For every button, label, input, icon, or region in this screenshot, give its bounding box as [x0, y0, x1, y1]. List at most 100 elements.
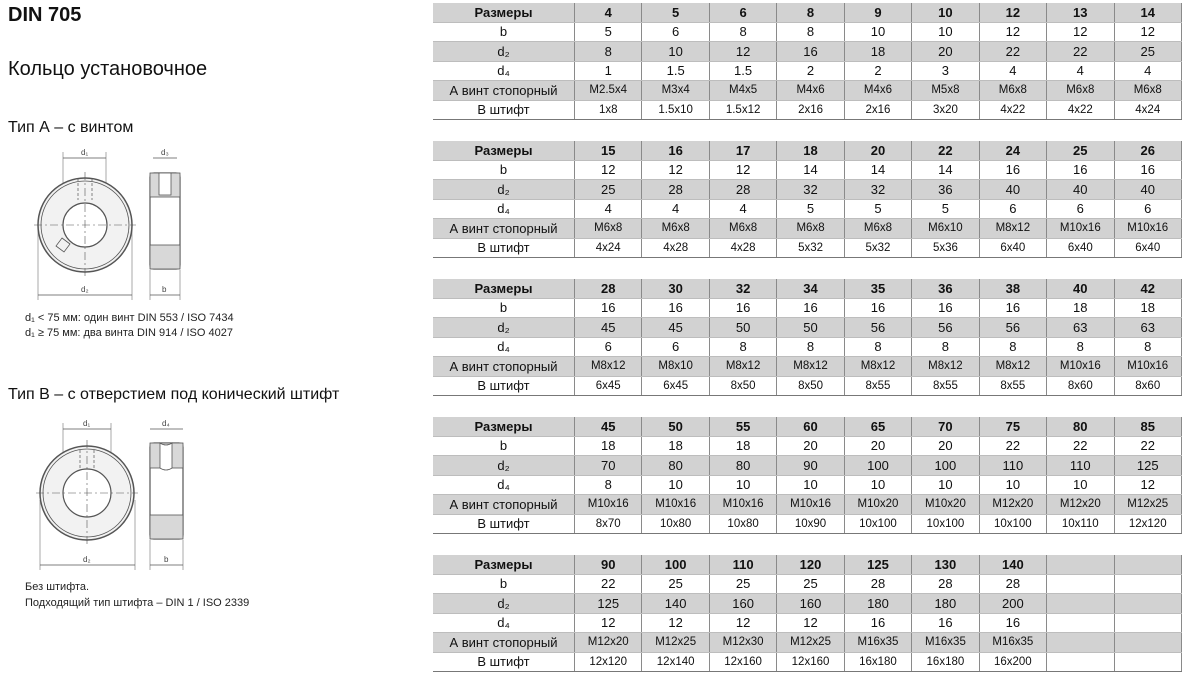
table-cell: 4x28	[709, 238, 778, 258]
table-cell: 1.5x12	[709, 100, 778, 120]
table-row-b: b 22 25 25 25 28 28 28	[433, 574, 1182, 594]
table-cell: 12	[641, 613, 710, 633]
table-cell: 6	[979, 199, 1048, 219]
table-cell: M12x20	[574, 632, 643, 653]
row-label: А винт стопорный	[433, 356, 575, 377]
table-cell: 32	[844, 179, 913, 200]
table-cell: 10	[641, 41, 710, 62]
table-cell: 16	[641, 298, 710, 318]
table-cell: 50	[709, 317, 778, 338]
table-cell: 22	[911, 141, 980, 161]
table-cell: 40	[1046, 179, 1115, 200]
label-d2: d₂	[81, 285, 89, 294]
table-cell: 25	[709, 574, 778, 594]
table-cell: 10	[776, 475, 845, 495]
table-row-b: b 12 12 12 14 14 14 16 16 16	[433, 160, 1182, 180]
table-cell: 6	[1114, 199, 1182, 219]
table-cell: 110	[979, 455, 1048, 476]
table-cell: 26	[1114, 141, 1182, 161]
table-cell: M6x10	[911, 218, 980, 239]
table-cell	[1114, 593, 1182, 614]
table-cell: 45	[641, 317, 710, 338]
table-row-pin: В штифт 6x45 6x45 8x50 8x50 8x55 8x55 8x55 8x60 8…	[433, 376, 1182, 396]
label-d2: d₂	[83, 555, 91, 564]
table-cell: 25	[1046, 141, 1115, 161]
table-cell: M8x12	[844, 356, 913, 377]
table-cell: 180	[844, 593, 913, 614]
table-row-pin: В штифт 4x24 4x28 4x28 5x32 5x32 5x36 6x40 6x40 6…	[433, 238, 1182, 258]
table-cell: M10x16	[776, 494, 845, 515]
row-label: А винт стопорный	[433, 494, 575, 515]
table-cell	[1046, 555, 1115, 575]
table-cell: 16x180	[911, 652, 980, 672]
table-cell: 4	[574, 3, 643, 23]
type-b-note-2: Подходящий тип штифта – DIN 1 / ISO 2339	[25, 597, 250, 609]
table-cell: 4	[574, 199, 643, 219]
table-cell: 60	[776, 417, 845, 437]
table-cell: M8x12	[979, 356, 1048, 377]
table-cell: 12	[709, 613, 778, 633]
table-cell: 16	[641, 141, 710, 161]
table-cell: 18	[1046, 298, 1115, 318]
table-cell: 110	[1046, 455, 1115, 476]
table-cell: 10x100	[911, 514, 980, 534]
table-row-sizes: Размеры 28 30 32 34 35 36 38 40 42	[433, 279, 1182, 299]
row-label: d₂	[433, 455, 575, 476]
table-cell: 10x90	[776, 514, 845, 534]
table-cell: M10x16	[709, 494, 778, 515]
table-cell: 16	[574, 298, 643, 318]
table-cell: 16	[979, 160, 1048, 180]
row-label: Размеры	[433, 279, 575, 299]
page-subtitle: Кольцо установочное	[8, 58, 208, 80]
row-label: А винт стопорный	[433, 218, 575, 239]
table-cell: 1x8	[574, 100, 643, 120]
table-cell: 80	[709, 455, 778, 476]
table-cell	[1114, 555, 1182, 575]
table-row-d2: d₂ 70 80 80 90 100 100 110 110 125	[433, 455, 1182, 476]
table-cell: 16	[979, 613, 1048, 633]
table-cell: 18	[844, 41, 913, 62]
table-cell: 4x28	[641, 238, 710, 258]
table-cell: 22	[1046, 436, 1115, 456]
table-cell: 22	[979, 41, 1048, 62]
table-cell: 8	[709, 337, 778, 357]
table-cell: 16	[979, 298, 1048, 318]
label-d4: d₄	[162, 419, 170, 428]
table-row-screw: А винт стопорный M2.5x4 M3x4 M4x5 M4x6 M4x6 M5…	[433, 80, 1182, 101]
table-cell: 10	[979, 475, 1048, 495]
table-cell: 8x55	[844, 376, 913, 396]
table-cell: 1.5x10	[641, 100, 710, 120]
table-cell: 56	[911, 317, 980, 338]
table-cell: M16x35	[844, 632, 913, 653]
table-cell: 12	[776, 613, 845, 633]
table-cell: 8x55	[911, 376, 980, 396]
table-cell: M10x16	[1114, 356, 1182, 377]
table-cell: M6x8	[641, 218, 710, 239]
table-cell: 16	[844, 298, 913, 318]
table-cell: M10x16	[574, 494, 643, 515]
table-cell: M12x30	[709, 632, 778, 653]
row-label: В штифт	[433, 376, 575, 396]
table-cell: M6x8	[1046, 80, 1115, 101]
table-row-pin: В штифт 1x8 1.5x10 1.5x12 2x16 2x16 3x20 4x22 4x…	[433, 100, 1182, 120]
table-cell: 4	[1046, 61, 1115, 81]
table-cell: M3x4	[641, 80, 710, 101]
table-row-b: b 16 16 16 16 16 16 16 18 18	[433, 298, 1182, 318]
table-cell: 32	[776, 179, 845, 200]
table-cell: 8x60	[1114, 376, 1182, 396]
table-cell: 4x24	[574, 238, 643, 258]
table-cell: 28	[709, 179, 778, 200]
table-cell	[1046, 613, 1115, 633]
table-cell: M12x25	[1114, 494, 1182, 515]
table-cell: 16	[776, 41, 845, 62]
table-cell: 80	[641, 455, 710, 476]
table-cell: 36	[911, 179, 980, 200]
table-row-b: b 18 18 18 20 20 20 22 22 22	[433, 436, 1182, 456]
table-cell: 65	[844, 417, 913, 437]
table-cell: 4	[641, 199, 710, 219]
table-cell: 6	[709, 3, 778, 23]
table-cell: 28	[641, 179, 710, 200]
table-cell: M6x8	[709, 218, 778, 239]
table-row-d4: d₄ 4 4 4 5 5 5 6 6 6	[433, 199, 1182, 219]
table-cell: 38	[979, 279, 1048, 299]
